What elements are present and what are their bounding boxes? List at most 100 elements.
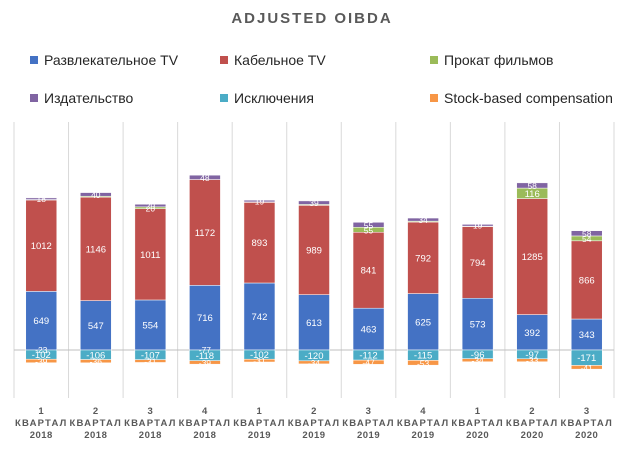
bar-segment	[516, 358, 548, 362]
bar-segment	[407, 360, 439, 366]
data-label: 573	[470, 320, 486, 331]
category-label: 2	[311, 406, 317, 417]
bar-segment	[298, 294, 330, 351]
category-label: 2018	[193, 430, 216, 441]
bar-segment	[243, 358, 276, 363]
category-label: КВАРТАЛ	[506, 418, 559, 429]
data-label: 742	[252, 312, 268, 323]
legend-item: Издательство	[30, 90, 133, 106]
legend-label: Stock-based compensation	[444, 90, 613, 106]
category-label: 1	[38, 406, 44, 417]
legend-swatch	[430, 94, 438, 102]
bar-segment	[80, 300, 112, 351]
data-label: -23	[35, 345, 48, 355]
category-label: КВАРТАЛ	[70, 418, 123, 429]
category-label: КВАРТАЛ	[288, 418, 341, 429]
data-label: -115	[414, 351, 432, 362]
legend-item: Исключения	[220, 90, 314, 106]
data-label: 1285	[522, 252, 543, 263]
data-label: -39	[35, 356, 48, 366]
category-label: 2020	[521, 430, 544, 441]
data-label: -96	[471, 350, 485, 361]
data-label: -47	[362, 358, 375, 368]
category-label: 2	[529, 406, 535, 417]
legend-item: Stock-based compensation	[430, 90, 613, 106]
data-label: -106	[86, 350, 105, 361]
bar-segment	[407, 293, 439, 351]
data-label: -112	[359, 351, 377, 362]
bar-segment	[134, 203, 167, 208]
legend-item: Кабельное TV	[220, 52, 326, 68]
bar-segment	[461, 358, 494, 362]
data-label: 20	[146, 203, 156, 213]
data-label: 19	[255, 197, 265, 207]
bar-segment	[461, 298, 494, 351]
data-label: -118	[196, 351, 214, 362]
data-label: 1011	[140, 250, 160, 261]
data-label: 58	[582, 229, 592, 239]
category-label: КВАРТАЛ	[560, 418, 613, 429]
data-label: -39	[199, 358, 212, 368]
category-label: 3	[584, 406, 590, 417]
category-label: 2020	[575, 430, 598, 441]
bar-segment	[570, 365, 603, 370]
data-label: 58	[527, 181, 537, 191]
data-label: 19	[473, 221, 483, 231]
bar-segment	[243, 199, 276, 203]
category-label: 2018	[139, 430, 162, 441]
data-label: -31	[253, 356, 266, 366]
bar-segment	[189, 360, 221, 365]
data-label: 1012	[31, 241, 52, 252]
bar-segment	[298, 200, 330, 205]
data-label: 116	[525, 189, 540, 200]
bar-segment	[80, 359, 112, 364]
category-label: КВАРТАЛ	[15, 418, 68, 429]
category-label: 4	[202, 406, 208, 417]
data-label: -53	[417, 358, 430, 368]
data-label: -31	[144, 357, 157, 367]
bar-segment	[516, 182, 548, 189]
data-label: 1172	[195, 228, 215, 239]
data-label: -102	[32, 350, 51, 361]
bar-segment	[516, 198, 548, 315]
data-label: -34	[308, 358, 321, 368]
bar-segment	[25, 197, 58, 200]
data-label: -97	[525, 350, 539, 361]
category-label: 2	[93, 406, 99, 417]
bar-segment	[25, 358, 58, 363]
category-label: КВАРТАЛ	[179, 418, 232, 429]
data-label: -36	[90, 357, 103, 367]
category-label: 2019	[248, 430, 271, 441]
legend-label: Прокат фильмов	[444, 52, 554, 68]
legend-swatch	[430, 56, 438, 64]
bar-segment	[134, 208, 167, 301]
data-label: 55	[364, 225, 374, 235]
bar-segment	[25, 199, 58, 292]
category-label: 1	[475, 406, 481, 417]
category-label: КВАРТАЛ	[451, 418, 504, 429]
bar-segment	[352, 231, 385, 309]
data-label: 716	[197, 313, 213, 324]
data-label: 649	[33, 316, 49, 327]
data-label: 794	[470, 258, 486, 269]
category-label: 2020	[466, 430, 489, 441]
category-label: 3	[366, 406, 372, 417]
data-label: 34	[418, 215, 428, 225]
data-label: 866	[579, 275, 595, 286]
data-label: -33	[526, 356, 539, 366]
data-label: 39	[309, 198, 319, 208]
bar-segment	[461, 224, 494, 227]
chart-title: ADJUSTED OIBDA	[231, 10, 393, 27]
legend-label: Издательство	[44, 90, 134, 106]
data-label: 893	[252, 238, 268, 249]
category-label: 2018	[30, 430, 53, 441]
data-label: -34	[471, 356, 484, 366]
bar-segment	[352, 359, 385, 365]
bar-segment	[352, 222, 385, 228]
bar-segment	[134, 299, 167, 351]
bar-segment	[189, 174, 221, 180]
category-label: 2018	[84, 430, 107, 441]
category-label: 2019	[357, 430, 380, 441]
data-label: 40	[91, 190, 101, 200]
